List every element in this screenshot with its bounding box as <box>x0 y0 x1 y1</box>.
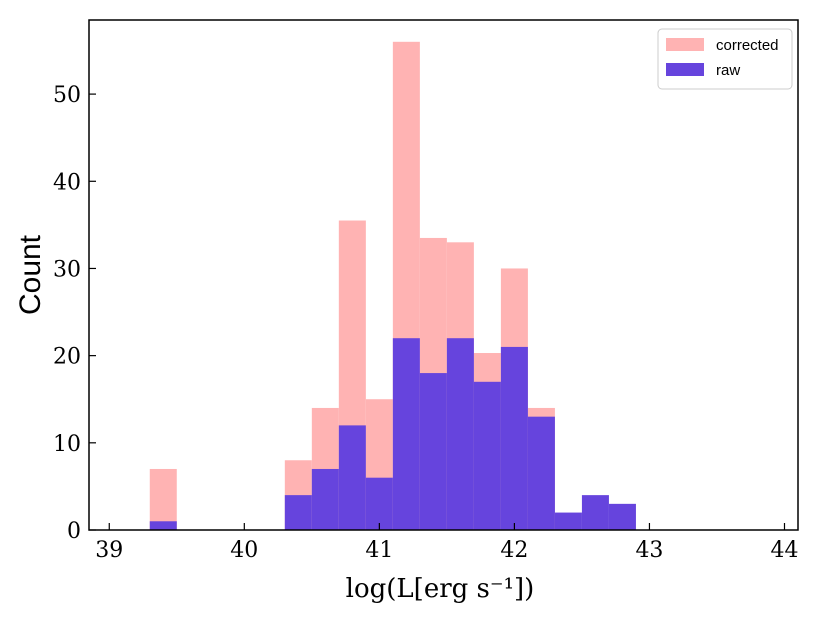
x-tick-label: 40 <box>230 538 258 563</box>
x-tick-label: 41 <box>365 538 393 563</box>
bar-raw <box>149 521 177 530</box>
legend-swatch-raw <box>666 63 704 76</box>
x-tick-label: 43 <box>635 538 663 563</box>
bar-raw <box>500 346 528 530</box>
bar-corrected <box>149 468 177 530</box>
bar-raw <box>581 495 609 530</box>
bar-raw <box>311 468 339 530</box>
y-tick-label: 30 <box>53 257 81 282</box>
x-tick-label: 42 <box>500 538 528 563</box>
bar-raw <box>365 477 393 530</box>
y-tick-label: 50 <box>53 83 81 108</box>
y-tick-label: 20 <box>53 345 81 370</box>
y-tick-label: 0 <box>67 519 81 544</box>
ticks-layer: 39 40 41 42 43 44 0 10 20 30 40 50 <box>53 83 798 563</box>
bar-raw <box>608 503 636 530</box>
bar-raw <box>554 512 582 530</box>
bar-raw <box>284 495 312 530</box>
bar-raw <box>527 416 555 530</box>
legend-label-raw: raw <box>716 62 740 79</box>
y-tick-label: 40 <box>53 170 81 195</box>
legend-swatch-corrected <box>666 38 704 51</box>
bars-layer <box>149 41 636 531</box>
bar-raw <box>419 373 447 530</box>
y-tick-label: 10 <box>53 432 81 457</box>
bar-raw <box>446 338 474 530</box>
bar-raw <box>473 381 501 530</box>
bar-raw <box>392 338 420 530</box>
x-tick-label: 44 <box>770 538 798 563</box>
x-tick-label: 39 <box>95 538 123 563</box>
y-axis-label: Count <box>14 234 47 315</box>
legend: corrected raw <box>657 28 793 90</box>
legend-label-corrected: corrected <box>716 37 779 54</box>
x-axis-label: log(L[erg s⁻¹]) <box>346 574 535 604</box>
axes-frame <box>88 19 799 531</box>
bar-raw <box>338 425 366 530</box>
